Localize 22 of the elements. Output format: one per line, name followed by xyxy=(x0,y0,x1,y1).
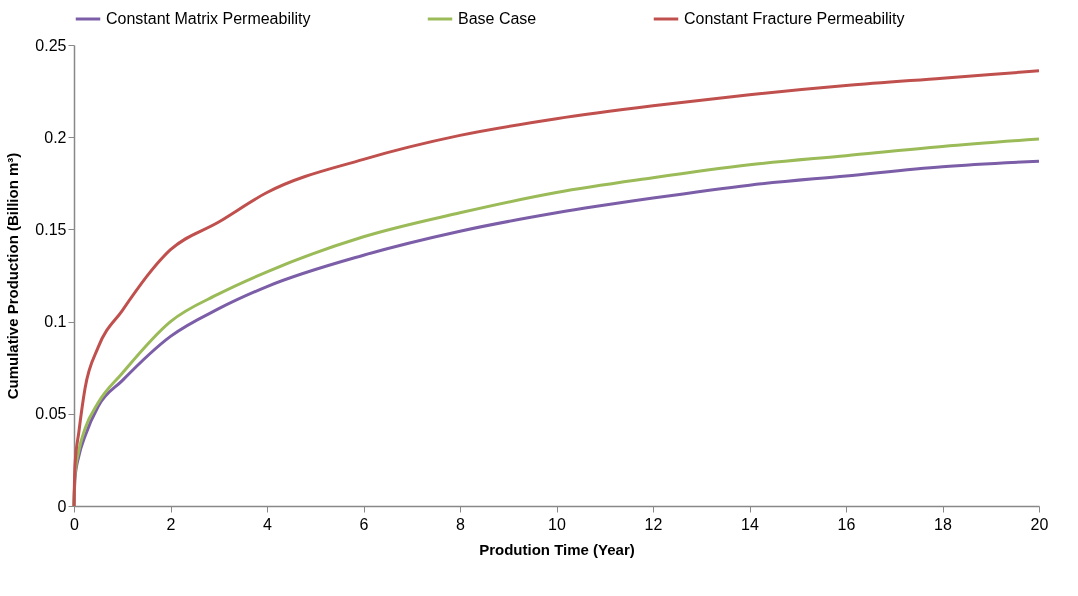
y-tick-label: 0.2 xyxy=(44,128,67,146)
x-axis-title: Prodution Time (Year) xyxy=(479,540,635,558)
x-tick-label: 8 xyxy=(456,515,466,533)
x-tick-label: 0 xyxy=(70,515,80,533)
x-tick-label: 2 xyxy=(166,515,176,533)
y-tick-label: 0.05 xyxy=(35,405,67,423)
x-tick-label: 6 xyxy=(359,515,369,533)
x-tick-label: 20 xyxy=(1030,515,1049,533)
legend-label: Base Case xyxy=(458,10,537,27)
x-tick-label: 10 xyxy=(548,515,566,533)
y-tick-label: 0.15 xyxy=(35,220,67,238)
y-tick-label: 0 xyxy=(57,497,67,515)
y-tick-label: 0.25 xyxy=(35,36,67,54)
x-tick-label: 4 xyxy=(263,515,273,533)
legend-label: Constant Fracture Permeability xyxy=(684,10,905,27)
legend-label: Constant Matrix Permeability xyxy=(106,10,311,27)
y-axis-title: Cumulative Production (Billion m³) xyxy=(4,152,22,400)
y-tick-label: 0.1 xyxy=(44,313,67,331)
x-tick-label: 16 xyxy=(837,515,856,533)
x-tick-label: 18 xyxy=(934,515,952,533)
x-tick-label: 12 xyxy=(644,515,663,533)
x-tick-label: 14 xyxy=(741,515,759,533)
